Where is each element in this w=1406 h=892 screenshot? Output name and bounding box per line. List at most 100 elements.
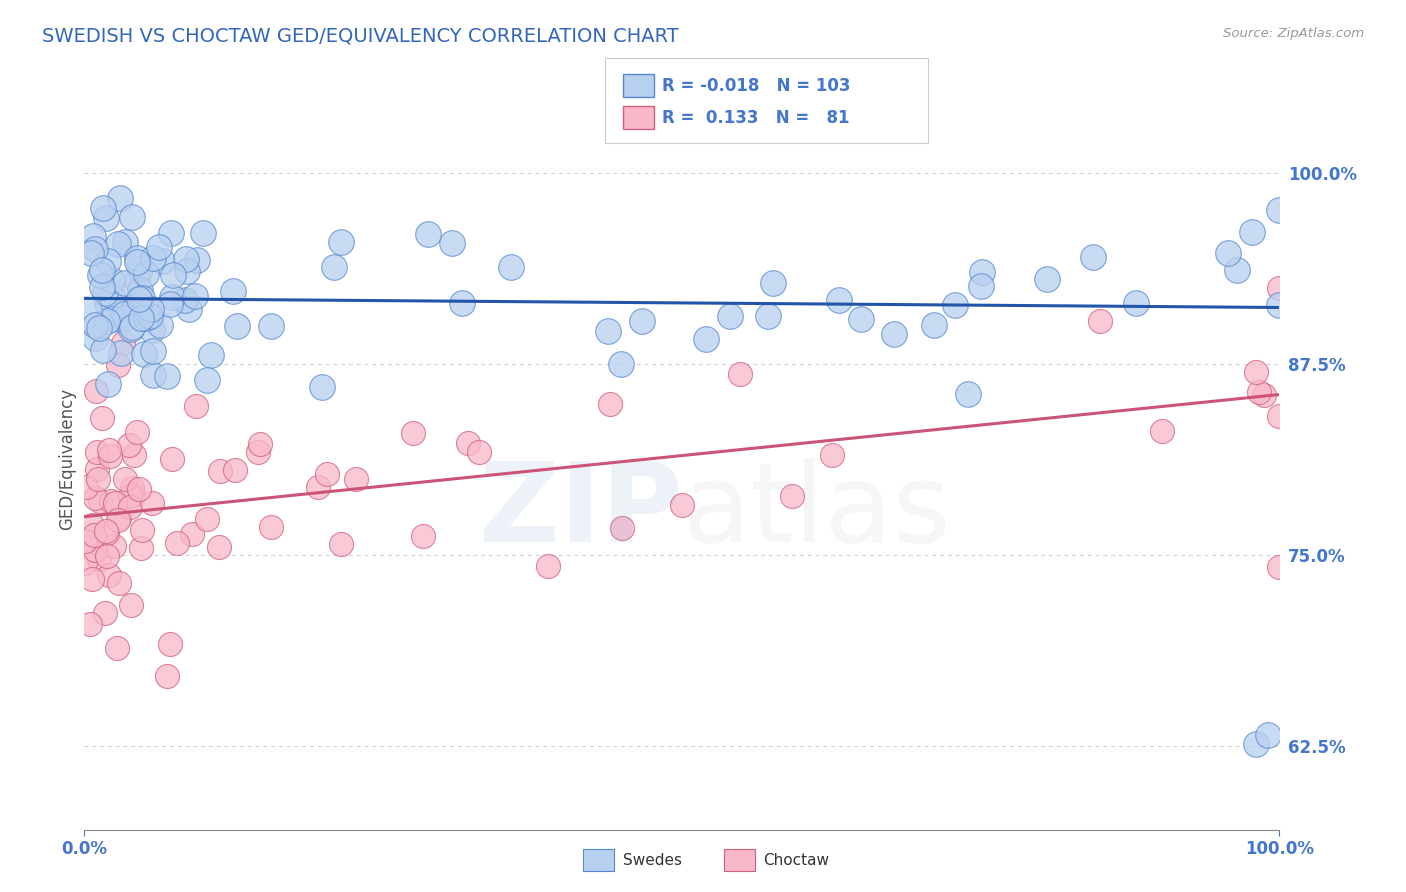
Point: [82, 229, 104, 244]
Point: [612, 521, 634, 535]
Point: [1090, 313, 1112, 327]
Point: [83, 528, 105, 542]
Point: [191, 227, 214, 241]
Point: [315, 467, 337, 482]
Point: [671, 499, 693, 513]
Point: [91, 343, 114, 357]
Point: [329, 537, 352, 551]
Point: [84, 491, 107, 506]
Point: [118, 500, 141, 514]
Point: [756, 310, 779, 324]
Point: [75, 480, 97, 494]
Point: [89, 268, 111, 282]
Point: [105, 641, 128, 656]
Point: [1125, 296, 1147, 310]
Point: [174, 293, 197, 307]
Point: [107, 358, 129, 372]
Point: [1268, 203, 1291, 218]
Point: [451, 296, 474, 310]
Point: [156, 368, 179, 383]
Point: [97, 442, 120, 457]
Point: [141, 323, 163, 337]
Text: Source: ZipAtlas.com: Source: ZipAtlas.com: [1223, 27, 1364, 40]
Point: [186, 253, 208, 268]
Point: [125, 425, 148, 439]
Point: [108, 511, 131, 525]
Point: [86, 472, 108, 486]
Point: [180, 526, 202, 541]
Point: [174, 252, 197, 267]
Point: [922, 318, 945, 333]
Point: [121, 210, 143, 224]
Point: [97, 376, 120, 391]
Point: [149, 318, 172, 333]
Point: [114, 235, 136, 249]
Point: [96, 526, 118, 541]
Point: [128, 482, 150, 496]
Point: [91, 263, 114, 277]
Point: [195, 373, 218, 387]
Point: [1257, 728, 1279, 742]
Point: [90, 411, 112, 425]
Point: [208, 464, 231, 478]
Point: [195, 512, 218, 526]
Point: [141, 496, 163, 510]
Point: [249, 437, 271, 451]
Point: [1244, 365, 1267, 379]
Point: [101, 312, 124, 326]
Point: [247, 444, 270, 458]
Point: [222, 284, 245, 298]
Point: [307, 480, 329, 494]
Point: [89, 552, 111, 566]
Point: [159, 296, 181, 310]
Point: [134, 347, 156, 361]
Point: [957, 387, 980, 401]
Point: [125, 275, 148, 289]
Point: [609, 357, 631, 371]
Point: [142, 252, 165, 266]
Point: [1036, 272, 1059, 286]
Point: [851, 312, 873, 326]
Point: [150, 254, 173, 268]
Point: [162, 268, 184, 282]
Point: [208, 540, 231, 554]
Point: [1253, 388, 1275, 402]
Point: [402, 425, 425, 440]
Point: [114, 472, 136, 486]
Point: [84, 384, 107, 398]
Point: [412, 529, 434, 543]
Point: [225, 319, 247, 334]
Point: [108, 191, 131, 205]
Point: [104, 496, 127, 510]
Point: [122, 488, 145, 502]
Point: [260, 319, 283, 334]
Point: [1268, 280, 1291, 294]
Point: [114, 276, 136, 290]
Point: [695, 332, 717, 346]
Point: [118, 437, 141, 451]
Point: [156, 668, 179, 682]
Point: [457, 435, 479, 450]
Point: [96, 524, 118, 538]
Point: [80, 572, 103, 586]
Point: [129, 541, 152, 555]
Point: [80, 245, 103, 260]
Point: [82, 517, 104, 532]
Point: [98, 449, 121, 463]
Point: [1268, 409, 1291, 423]
Point: [129, 310, 152, 325]
Point: [598, 324, 620, 338]
Point: [1152, 424, 1174, 438]
Point: [120, 598, 142, 612]
Point: [166, 536, 188, 550]
Point: [121, 320, 143, 334]
Text: ZIP: ZIP: [478, 458, 682, 565]
Point: [599, 397, 621, 411]
Point: [1241, 225, 1264, 239]
Point: [1218, 245, 1240, 260]
Point: [468, 444, 491, 458]
Point: [98, 568, 121, 582]
Point: [883, 326, 905, 341]
Point: [499, 260, 522, 275]
Point: [200, 348, 222, 362]
